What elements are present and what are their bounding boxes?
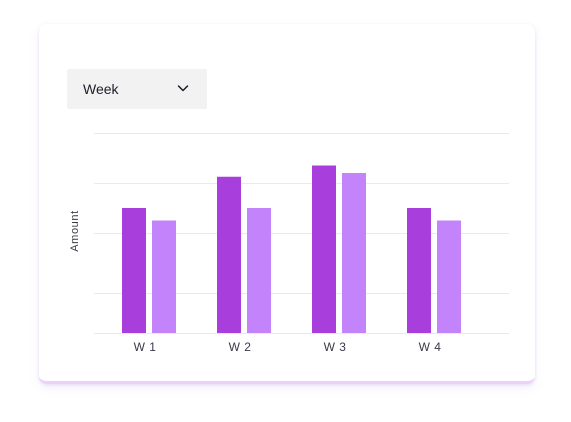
- bar-series-1-w4[interactable]: [407, 208, 431, 333]
- x-tick-label: W 1: [134, 340, 157, 354]
- period-select[interactable]: Week: [67, 69, 207, 109]
- chevron-down-icon: [177, 85, 189, 92]
- bar-series-1-w3[interactable]: [312, 165, 336, 334]
- bar-series-1-w2[interactable]: [217, 176, 241, 333]
- bar-series-2-w2[interactable]: [247, 208, 271, 333]
- period-select-value: Week: [83, 81, 119, 97]
- x-tick-label: W 4: [419, 340, 442, 354]
- bar-series-1-w1[interactable]: [122, 208, 146, 333]
- x-axis-ticks: W 1 W 2 W 3 W 4: [134, 340, 442, 354]
- bar-series-2-w3[interactable]: [342, 173, 366, 333]
- y-axis-title: Amount: [69, 210, 81, 252]
- bar-series-2-w1[interactable]: [152, 220, 176, 334]
- x-tick-label: W 3: [324, 340, 347, 354]
- bar-series-2-w4[interactable]: [437, 220, 461, 334]
- x-tick-label: W 2: [229, 340, 252, 354]
- bars: [122, 165, 461, 334]
